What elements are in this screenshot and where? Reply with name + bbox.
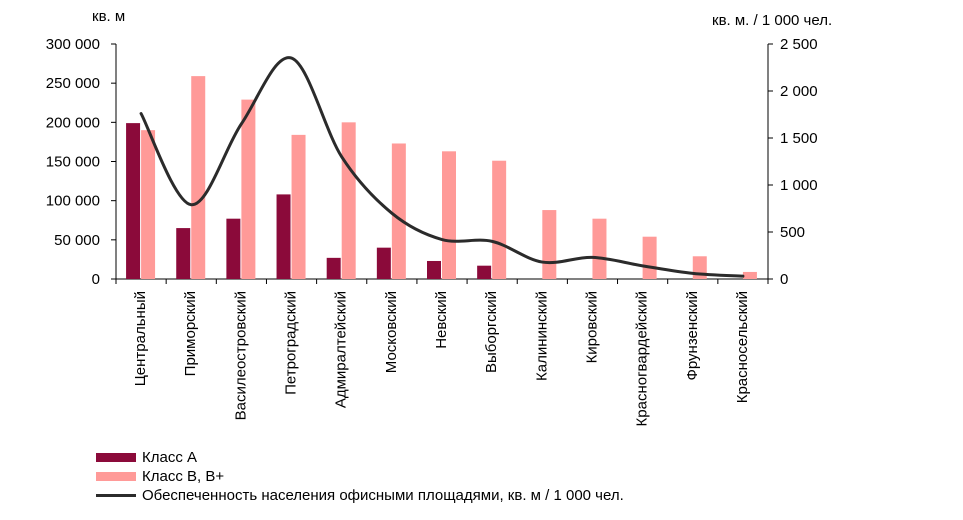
x-tick-label: Адмиралтейский	[333, 291, 350, 408]
legend-label-class-b: Класс В, В+	[142, 468, 225, 485]
x-tick-labels: Центральный Приморский Василеостровский Пет…	[132, 291, 751, 426]
y-left-tick-label: 100 000	[46, 193, 100, 210]
legend-item-class-b: Класс В, В+	[96, 467, 624, 486]
x-tick-label: Красносельский	[734, 291, 751, 403]
y-right-tick-label: 500	[780, 224, 805, 241]
line-series	[139, 56, 745, 278]
axes: 0 50 000 100 000 150 000 200 000 250 000 300 0…	[46, 36, 818, 288]
legend: Класс А Класс В, В+ Обеспеченность насел…	[96, 448, 624, 505]
x-tick-label: Петроградский	[283, 291, 300, 395]
x-tick-label: Выборгский	[483, 291, 500, 373]
y-right-tick-label: 1 500	[780, 130, 818, 147]
bar-class-b	[742, 271, 757, 279]
bar-class-b	[592, 218, 607, 279]
x-tick-label: Василеостровский	[232, 291, 249, 420]
y-right-axis-title: кв. м. / 1 000 чел.	[712, 12, 833, 29]
bar-class-b	[542, 210, 557, 279]
bar-class-b	[391, 143, 406, 279]
y-left-tick-label: 250 000	[46, 75, 100, 92]
x-tick-label: Центральный	[132, 291, 149, 386]
bar-class-b	[442, 151, 456, 279]
bar-class-b	[141, 130, 156, 279]
x-tick-label: Красногвардейский	[634, 291, 651, 426]
y-left-tick-label: 0	[92, 271, 100, 288]
y-left-tick-label: 300 000	[46, 36, 100, 53]
provision-line	[139, 56, 745, 278]
bars	[126, 76, 757, 279]
x-tick-label: Калининский	[533, 291, 550, 381]
bar-class-b	[642, 236, 657, 279]
y-left-tick-label: 150 000	[46, 154, 100, 171]
y-right-tick-label: 1 000	[780, 177, 818, 194]
bar-class-a	[126, 123, 141, 279]
bar-class-a	[276, 194, 291, 279]
y-right-tick-label: 2 000	[780, 83, 818, 100]
bar-class-b	[291, 134, 306, 279]
bar-class-b	[341, 122, 356, 279]
bar-class-a	[176, 228, 191, 279]
bar-class-a	[376, 247, 391, 279]
y-left-tick-label: 50 000	[54, 232, 100, 249]
legend-item-class-a: Класс А	[96, 448, 624, 467]
legend-swatch-provision-line	[96, 494, 136, 497]
bar-class-a	[326, 257, 341, 279]
bar-class-b	[492, 160, 507, 279]
x-tick-label: Приморский	[182, 291, 199, 376]
legend-swatch-class-b	[96, 472, 136, 481]
y-left-axis-title: кв. м	[92, 8, 126, 25]
y-left-tick-label: 200 000	[46, 114, 100, 131]
legend-label-class-a: Класс А	[142, 449, 198, 466]
bar-class-a	[427, 260, 441, 279]
x-tick-label: Кировский	[583, 291, 600, 363]
y-right-tick-label: 0	[780, 271, 788, 288]
bar-class-a	[477, 265, 492, 279]
legend-label-provision-line: Обеспеченность населения офисными площад…	[142, 487, 624, 504]
bar-class-b	[241, 99, 256, 279]
legend-item-provision-line: Обеспеченность населения офисными площад…	[96, 486, 624, 505]
x-tick-label: Фрунзенский	[684, 291, 701, 381]
y-right-tick-label: 2 500	[780, 36, 818, 53]
legend-swatch-class-a	[96, 453, 136, 462]
bar-class-a	[226, 218, 241, 279]
x-tick-label: Московский	[383, 291, 400, 373]
bar-class-b	[191, 76, 206, 279]
x-tick-label: Невский	[433, 291, 450, 349]
